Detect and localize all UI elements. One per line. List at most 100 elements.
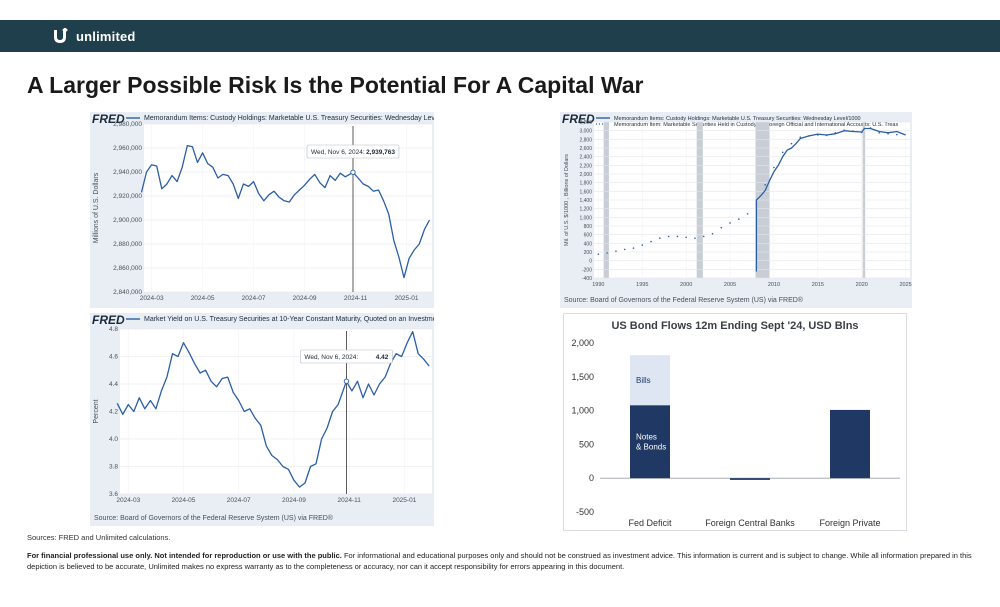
- y-tick-label: 200: [584, 250, 593, 256]
- y-tick-label: 500: [579, 439, 594, 449]
- y-tick-label: 3.6: [109, 491, 118, 498]
- y-tick-label: 1,000: [579, 215, 592, 221]
- data-point: [606, 252, 608, 254]
- data-point: [860, 131, 863, 134]
- x-category-label: Fed Deficit: [628, 518, 672, 528]
- data-point: [755, 203, 758, 206]
- x-tick-label: 1995: [636, 282, 648, 288]
- x-category-label: Foreign Private: [819, 518, 880, 528]
- chart-bond-flows-panel: US Bond Flows 12m Ending Sept '24, USD B…: [563, 313, 907, 531]
- y-tick-label: 2,860,000: [113, 265, 142, 272]
- brand-name: unlimited: [76, 28, 136, 44]
- y-tick-label: 4.2: [109, 409, 118, 416]
- data-point: [817, 134, 819, 136]
- data-point: [659, 237, 661, 239]
- tooltip-value: 4.42: [376, 354, 389, 361]
- top-margin: [0, 0, 1000, 20]
- y-tick-label: 0: [589, 259, 592, 265]
- x-tick-label: 2024-11: [337, 497, 361, 504]
- x-tick-label: 2024-05: [191, 295, 215, 302]
- y-tick-label: 4.0: [109, 436, 118, 443]
- y-tick-label: 4.8: [109, 326, 118, 333]
- y-tick-label: 3,200: [579, 120, 592, 126]
- x-tick-label: 2024-07: [242, 295, 266, 302]
- data-point: [869, 127, 872, 129]
- tooltip-box: [300, 349, 393, 364]
- y-tick-label: 2,900,000: [113, 217, 142, 224]
- data-point: [843, 129, 845, 132]
- chart-custody-panel: FRED Memorandum Items: Custody Holdings: …: [90, 112, 434, 308]
- data-point: [808, 135, 810, 137]
- bar-inside-label: Bills: [636, 376, 651, 385]
- data-point: [667, 235, 670, 238]
- y-tick-label: 4.6: [109, 354, 118, 361]
- y-tick-label: 2,000: [571, 338, 594, 348]
- y-tick-label: 2,940,000: [113, 169, 142, 176]
- data-point: [738, 218, 740, 220]
- tooltip-date: Wed, Nov 6, 2024:: [311, 149, 365, 156]
- x-tick-label: 2020: [856, 282, 868, 288]
- x-tick-label: 2024-05: [172, 497, 196, 504]
- y-tick-label: 1,800: [579, 181, 592, 187]
- disclaimer-rest: For informational and educational purpos…: [27, 551, 972, 571]
- data-point: [685, 236, 687, 239]
- y-tick-label: 400: [584, 241, 593, 247]
- data-point: [641, 244, 644, 246]
- data-point: [729, 222, 731, 224]
- fred-logo: FRED: [562, 112, 595, 126]
- y-tick-label: 2,960,000: [113, 145, 142, 152]
- x-tick-label: 2000: [680, 282, 692, 288]
- y-tick-label: 600: [584, 233, 593, 239]
- data-point: [615, 250, 617, 252]
- hover-point: [350, 169, 356, 175]
- x-tick-label: 2024-03: [116, 497, 140, 504]
- bar-notes-bonds: [730, 478, 770, 480]
- y-tick-label: 2,000: [579, 172, 592, 178]
- series-line: [116, 331, 430, 488]
- series-line: [140, 144, 431, 279]
- y-tick-label: 1,400: [579, 198, 592, 204]
- y-tick-label: 1,000: [571, 406, 594, 416]
- sources-note: Sources: FRED and Unlimited calculations…: [27, 533, 171, 542]
- y-tick-label: 3.8: [109, 464, 118, 471]
- data-point: [773, 166, 775, 169]
- x-tick-label: 2025-01: [395, 295, 419, 302]
- data-point: [676, 235, 679, 238]
- data-point: [623, 248, 626, 251]
- data-point: [790, 142, 793, 145]
- x-tick-label: 1990: [592, 282, 604, 288]
- chart-custody-long-panel: FRED Memorandum Items: Custody Holdings: …: [560, 112, 912, 308]
- brand-bar: unlimited: [0, 20, 1000, 52]
- data-point: [632, 247, 635, 249]
- bar-notes-bonds: [630, 405, 670, 479]
- y-tick-label: 1,200: [579, 207, 592, 213]
- data-point: [702, 235, 705, 238]
- data-point: [781, 151, 784, 154]
- chart-yield-panel: FRED Market Yield on U.S. Treasury Securi…: [90, 313, 434, 526]
- y-tick-label: 2,400: [579, 155, 592, 161]
- x-tick-label: 2024-11: [344, 295, 368, 302]
- chart-yield-10y: FRED Market Yield on U.S. Treasury Securi…: [90, 313, 434, 526]
- data-point: [764, 184, 766, 186]
- x-tick-label: 2024-09: [293, 295, 317, 302]
- x-category-label: Foreign Central Banks: [705, 518, 795, 528]
- data-point: [896, 133, 898, 136]
- data-point: [852, 130, 854, 132]
- data-point: [694, 237, 696, 239]
- data-point: [834, 132, 837, 134]
- x-tick-label: 2005: [724, 282, 736, 288]
- disclaimer-bold: For financial professional use only. Not…: [27, 551, 342, 560]
- chart-bond-flows: US Bond Flows 12m Ending Sept '24, USD B…: [571, 320, 900, 528]
- x-tick-label: 2024-03: [140, 295, 164, 302]
- tooltip-box: [306, 144, 400, 159]
- y-tick-label: 2,200: [579, 163, 592, 169]
- y-tick-label: 800: [584, 224, 593, 230]
- y-axis-label: Mil. of U.S. $/1000 , Billions of Dollar…: [564, 154, 570, 246]
- data-point: [746, 213, 749, 215]
- y-axis-label: Millions of U.S. Dollars: [93, 172, 100, 243]
- slide-title: A Larger Possible Risk Is the Potential …: [27, 72, 644, 98]
- fred-logo: FRED: [92, 313, 125, 327]
- fred-logo: FRED: [92, 112, 125, 126]
- y-tick-label: 2,920,000: [113, 193, 142, 200]
- data-point: [878, 132, 881, 134]
